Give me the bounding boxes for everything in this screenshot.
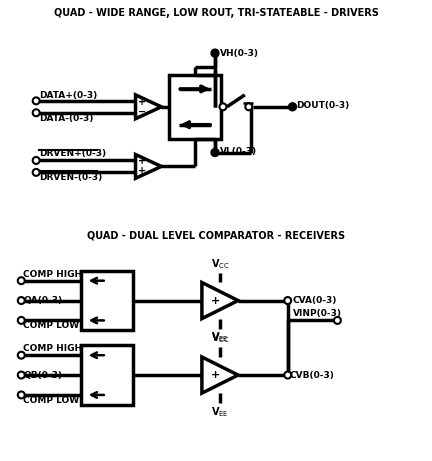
Text: V$_{\rm EE}$: V$_{\rm EE}$ [211, 405, 229, 419]
Text: COMP LOW: COMP LOW [23, 396, 79, 405]
Circle shape [284, 297, 291, 304]
Text: DATA+(0-3): DATA+(0-3) [39, 91, 97, 100]
Circle shape [18, 317, 25, 324]
Circle shape [284, 372, 291, 378]
Text: V$_{\rm EE}$: V$_{\rm EE}$ [211, 331, 229, 344]
Text: COMP HIGH: COMP HIGH [23, 270, 83, 279]
Circle shape [33, 97, 40, 104]
Text: +: + [211, 296, 221, 306]
Text: V$_{\rm CC}$: V$_{\rm CC}$ [211, 257, 229, 271]
Text: VH(0-3): VH(0-3) [220, 49, 259, 58]
Text: +: + [138, 166, 146, 177]
Text: +: + [138, 156, 146, 166]
Text: +: + [211, 370, 221, 380]
Circle shape [18, 352, 25, 359]
Text: COMP HIGH: COMP HIGH [23, 344, 83, 353]
Circle shape [33, 169, 40, 176]
Circle shape [334, 317, 341, 324]
Circle shape [33, 157, 40, 164]
Text: QA(0-3): QA(0-3) [23, 296, 62, 305]
Text: DRVEN-(0-3): DRVEN-(0-3) [39, 173, 102, 183]
Circle shape [219, 103, 226, 110]
Circle shape [18, 297, 25, 304]
Text: V$_{\rm CC}$: V$_{\rm CC}$ [211, 331, 229, 345]
Circle shape [211, 148, 219, 156]
Circle shape [289, 103, 296, 111]
Circle shape [33, 109, 40, 116]
Text: QB(0-3): QB(0-3) [23, 371, 62, 379]
Text: −: − [138, 107, 146, 117]
Bar [81, 271, 133, 331]
Circle shape [211, 49, 219, 57]
Bar [169, 75, 221, 139]
Text: +: + [138, 97, 146, 107]
Text: VL(0-3): VL(0-3) [220, 147, 257, 156]
Text: QUAD - WIDE RANGE, LOW ROUT, TRI-STATEABLE - DRIVERS: QUAD - WIDE RANGE, LOW ROUT, TRI-STATEAB… [54, 8, 378, 18]
Text: COMP LOW: COMP LOW [23, 321, 79, 331]
Bar [81, 345, 133, 405]
Text: DATA-(0-3): DATA-(0-3) [39, 114, 93, 123]
Text: QUAD - DUAL LEVEL COMPARATOR - RECEIVERS: QUAD - DUAL LEVEL COMPARATOR - RECEIVERS [87, 231, 345, 241]
Text: VINP(0-3): VINP(0-3) [293, 309, 342, 319]
Text: CVB(0-3): CVB(0-3) [290, 371, 335, 379]
Text: DOUT(0-3): DOUT(0-3) [296, 101, 350, 110]
Text: CVA(0-3): CVA(0-3) [293, 296, 337, 305]
Text: DRVEN+(0-3): DRVEN+(0-3) [39, 149, 106, 159]
Circle shape [18, 372, 25, 378]
Circle shape [18, 391, 25, 398]
Circle shape [18, 277, 25, 284]
Circle shape [245, 103, 252, 110]
